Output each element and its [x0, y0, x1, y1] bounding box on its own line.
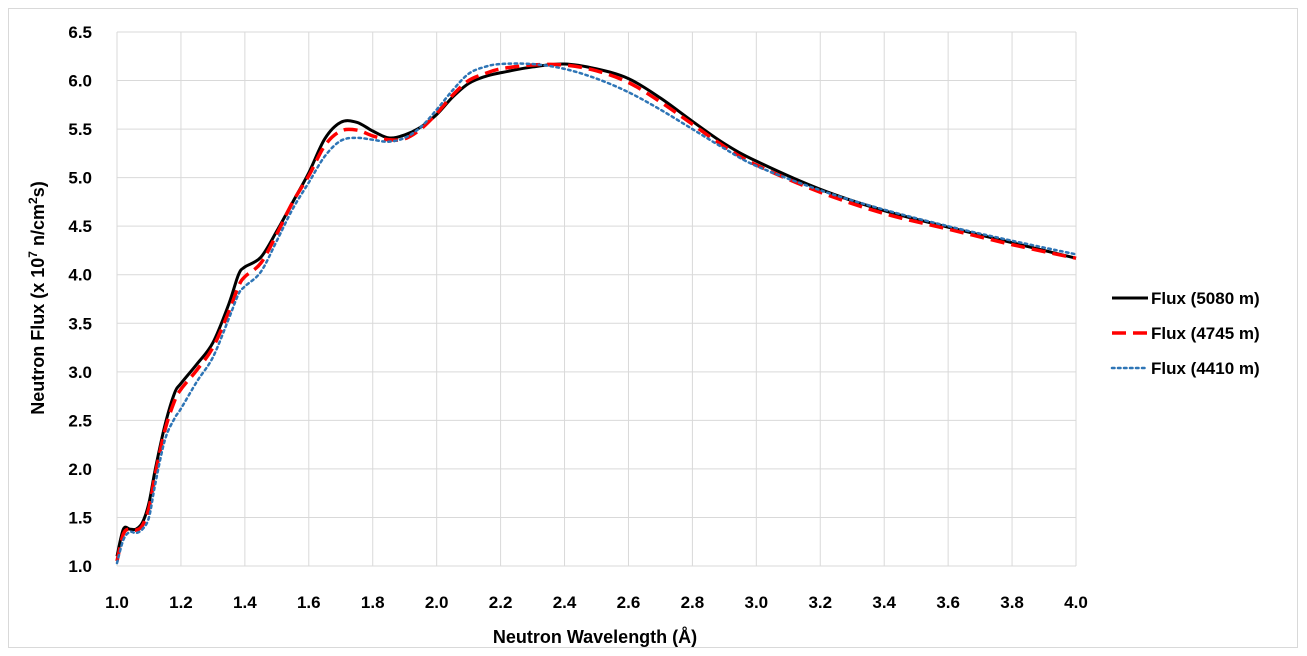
x-tick-label: 1.2 — [169, 593, 193, 612]
chart-frame — [8, 8, 1298, 648]
y-tick-label: 3.5 — [68, 314, 92, 333]
legend-label-1: Flux (5080 m) — [1151, 289, 1260, 308]
y-tick-labels: 1.0 1.5 2.0 2.5 3.0 3.5 4.0 4.5 5.0 5.5 6.0 6.5 — [68, 23, 92, 576]
gridlines — [116, 31, 1077, 567]
x-tick-label: 1.4 — [233, 593, 257, 612]
y-axis-title: Neutron Flux (x 107 n/cm2s) — [26, 181, 48, 414]
x-tick-label: 4.0 — [1064, 593, 1088, 612]
x-axis-title: Neutron Wavelength (Å) — [493, 627, 697, 647]
y-tick-label: 3.0 — [68, 363, 92, 382]
x-tick-label: 1.6 — [297, 593, 321, 612]
x-tick-label: 2.6 — [617, 593, 641, 612]
x-tick-label: 3.6 — [936, 593, 960, 612]
y-tick-label: 2.0 — [68, 460, 92, 479]
y-tick-label: 6.0 — [68, 72, 92, 91]
x-tick-label: 2.4 — [553, 593, 577, 612]
x-tick-label: 2.2 — [489, 593, 513, 612]
legend-label-2: Flux (4745 m) — [1151, 324, 1260, 343]
y-tick-label: 4.0 — [68, 266, 92, 285]
y-tick-label: 6.5 — [68, 23, 92, 42]
x-tick-label: 2.8 — [681, 593, 705, 612]
y-tick-label: 1.5 — [68, 508, 92, 527]
series-line-1 — [115, 62, 1077, 557]
x-tick-label: 3.2 — [808, 593, 832, 612]
x-tick-label: 3.0 — [745, 593, 769, 612]
y-tick-label: 2.5 — [68, 411, 92, 430]
legend-label-3: Flux (4410 m) — [1151, 359, 1260, 378]
x-tick-label: 1.8 — [361, 593, 385, 612]
series-line-2 — [115, 62, 1077, 562]
y-tick-label: 4.5 — [68, 217, 92, 236]
x-tick-label: 3.4 — [872, 593, 896, 612]
series-line-3 — [115, 62, 1078, 565]
legend: Flux (5080 m) Flux (4745 m) Flux (4410 m) — [1110, 289, 1260, 378]
y-tick-label: 5.5 — [68, 120, 92, 139]
y-tick-label: 5.0 — [68, 169, 92, 188]
x-tick-label: 1.0 — [105, 593, 129, 612]
x-tick-labels: 1.0 1.2 1.4 1.6 1.8 2.0 2.2 2.4 2.6 2.8 3.0 3.2 3.4 3… — [105, 593, 1088, 612]
x-tick-label: 3.8 — [1000, 593, 1024, 612]
y-tick-label: 1.0 — [68, 557, 92, 576]
plot-area — [115, 62, 1078, 565]
x-tick-label: 2.0 — [425, 593, 449, 612]
